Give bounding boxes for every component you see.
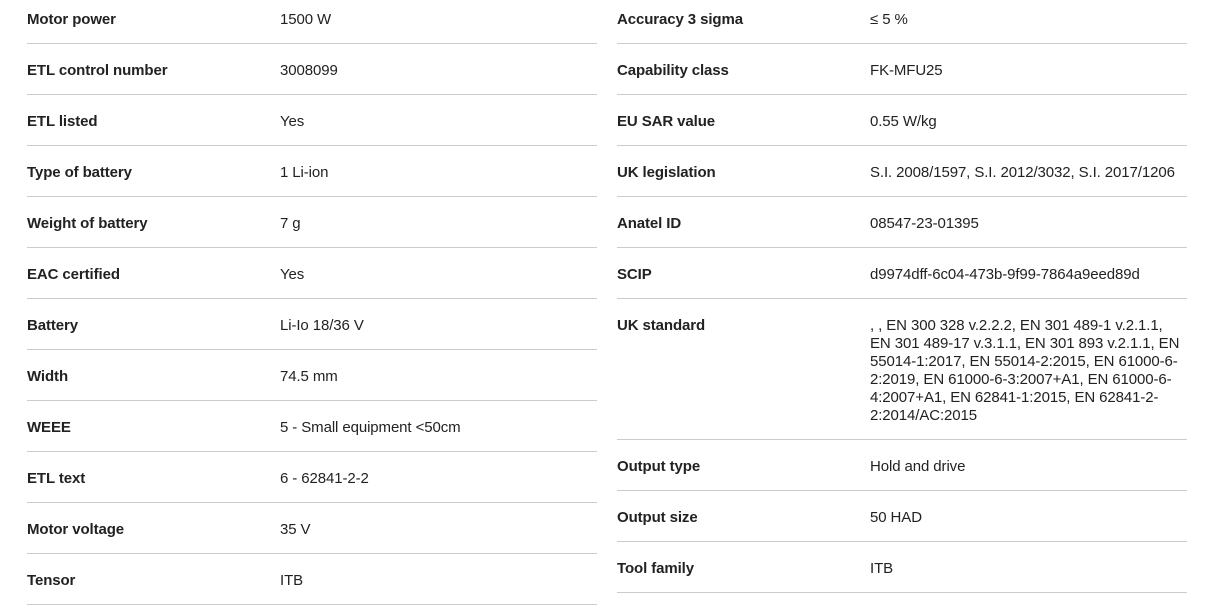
spec-row-label: Accuracy 3 sigma xyxy=(617,11,743,28)
spec-row: Motor voltage 35 V xyxy=(27,503,597,554)
spec-row: Capability class FK-MFU25 xyxy=(617,44,1187,95)
spec-row-label: UK legislation xyxy=(617,164,716,181)
spec-row-value: Yes xyxy=(280,113,305,130)
spec-row-value: 08547-23-01395 xyxy=(870,215,979,232)
spec-row-value: FK-MFU25 xyxy=(870,62,943,79)
spec-row-value: ITB xyxy=(870,560,894,577)
spec-row: WEEE 5 - Small equipment <50cm xyxy=(27,401,597,452)
spec-row-value: 74.5 mm xyxy=(280,368,338,385)
spec-row: Output type Hold and drive xyxy=(617,440,1187,491)
spec-row-value: 35 V xyxy=(280,521,311,538)
spec-row-value: Hold and drive xyxy=(870,458,966,475)
spec-row: Tool family ITB xyxy=(617,542,1187,593)
spec-row: UK standard , , EN 300 328 v.2.2.2, EN 3… xyxy=(617,299,1187,440)
spec-row-label: Output type xyxy=(617,458,701,475)
spec-row-label: Motor voltage xyxy=(27,521,125,538)
spec-row-label: Motor power xyxy=(27,11,116,28)
spec-row-value: 7 g xyxy=(280,215,301,232)
spec-row-label: Output size xyxy=(617,509,698,526)
spec-row-label: Weight of battery xyxy=(27,215,148,232)
spec-row-value: ITB xyxy=(280,572,304,589)
spec-row-value: 1 Li-ion xyxy=(280,164,329,181)
spec-row-value: ≤ 5 % xyxy=(870,11,908,28)
spec-row-label: EAC certified xyxy=(27,266,120,283)
spec-row-label: ETL text xyxy=(27,470,86,487)
spec-row: Output size 50 HAD xyxy=(617,491,1187,542)
spec-row: SCIP d9974dff-6c04-473b-9f99-7864a9eed89… xyxy=(617,248,1187,299)
spec-row: UK legislation S.I. 2008/1597, S.I. 2012… xyxy=(617,146,1187,197)
spec-row-label: Battery xyxy=(27,317,78,334)
spec-row-label: Type of battery xyxy=(27,164,132,181)
spec-column-right: Accuracy 3 sigma ≤ 5 % Capability class … xyxy=(617,0,1187,605)
spec-row: Motor power 1500 W xyxy=(27,0,597,44)
spec-row-value: 5 - Small equipment <50cm xyxy=(280,419,461,436)
spec-row-value: , , EN 300 328 v.2.2.2, EN 301 489-1 v.2… xyxy=(870,317,1180,424)
spec-row-label: Tensor xyxy=(27,572,76,589)
spec-row: Width 74.5 mm xyxy=(27,350,597,401)
spec-row: ETL control number 3008099 xyxy=(27,44,597,95)
spec-row: Battery Li-Io 18/36 V xyxy=(27,299,597,350)
spec-row-value: 1500 W xyxy=(280,11,332,28)
spec-row-value: S.I. 2008/1597, S.I. 2012/3032, S.I. 201… xyxy=(870,164,1175,181)
spec-row-value: d9974dff-6c04-473b-9f99-7864a9eed89d xyxy=(870,266,1140,283)
spec-row: Tensor ITB xyxy=(27,554,597,605)
spec-row-label: EU SAR value xyxy=(617,113,715,130)
spec-row: ETL listed Yes xyxy=(27,95,597,146)
spec-row-label: Capability class xyxy=(617,62,729,79)
spec-row-value: 50 HAD xyxy=(870,509,922,526)
spec-row: EAC certified Yes xyxy=(27,248,597,299)
spec-row-label: WEEE xyxy=(27,419,71,436)
spec-row: Type of battery 1 Li-ion xyxy=(27,146,597,197)
spec-row-label: Anatel ID xyxy=(617,215,682,232)
spec-row: EU SAR value 0.55 W/kg xyxy=(617,95,1187,146)
spec-row-value: Yes xyxy=(280,266,305,283)
spec-row: ETL text 6 - 62841-2-2 xyxy=(27,452,597,503)
spec-row-value: 6 - 62841-2-2 xyxy=(280,470,369,487)
spec-row: Accuracy 3 sigma ≤ 5 % xyxy=(617,0,1187,44)
spec-row-label: SCIP xyxy=(617,266,652,283)
spec-row-value: Li-Io 18/36 V xyxy=(280,317,364,334)
spec-row: Anatel ID 08547-23-01395 xyxy=(617,197,1187,248)
spec-column-left: Motor power 1500 W ETL control number 30… xyxy=(27,0,597,605)
spec-row-label: UK standard xyxy=(617,317,706,334)
spec-row-label: ETL control number xyxy=(27,62,168,79)
spec-row-value: 0.55 W/kg xyxy=(870,113,937,130)
spec-row-label: ETL listed xyxy=(27,113,98,130)
spec-row-label: Tool family xyxy=(617,560,694,577)
spec-row-label: Width xyxy=(27,368,69,385)
spec-row-value: 3008099 xyxy=(280,62,338,79)
spec-row: Weight of battery 7 g xyxy=(27,197,597,248)
